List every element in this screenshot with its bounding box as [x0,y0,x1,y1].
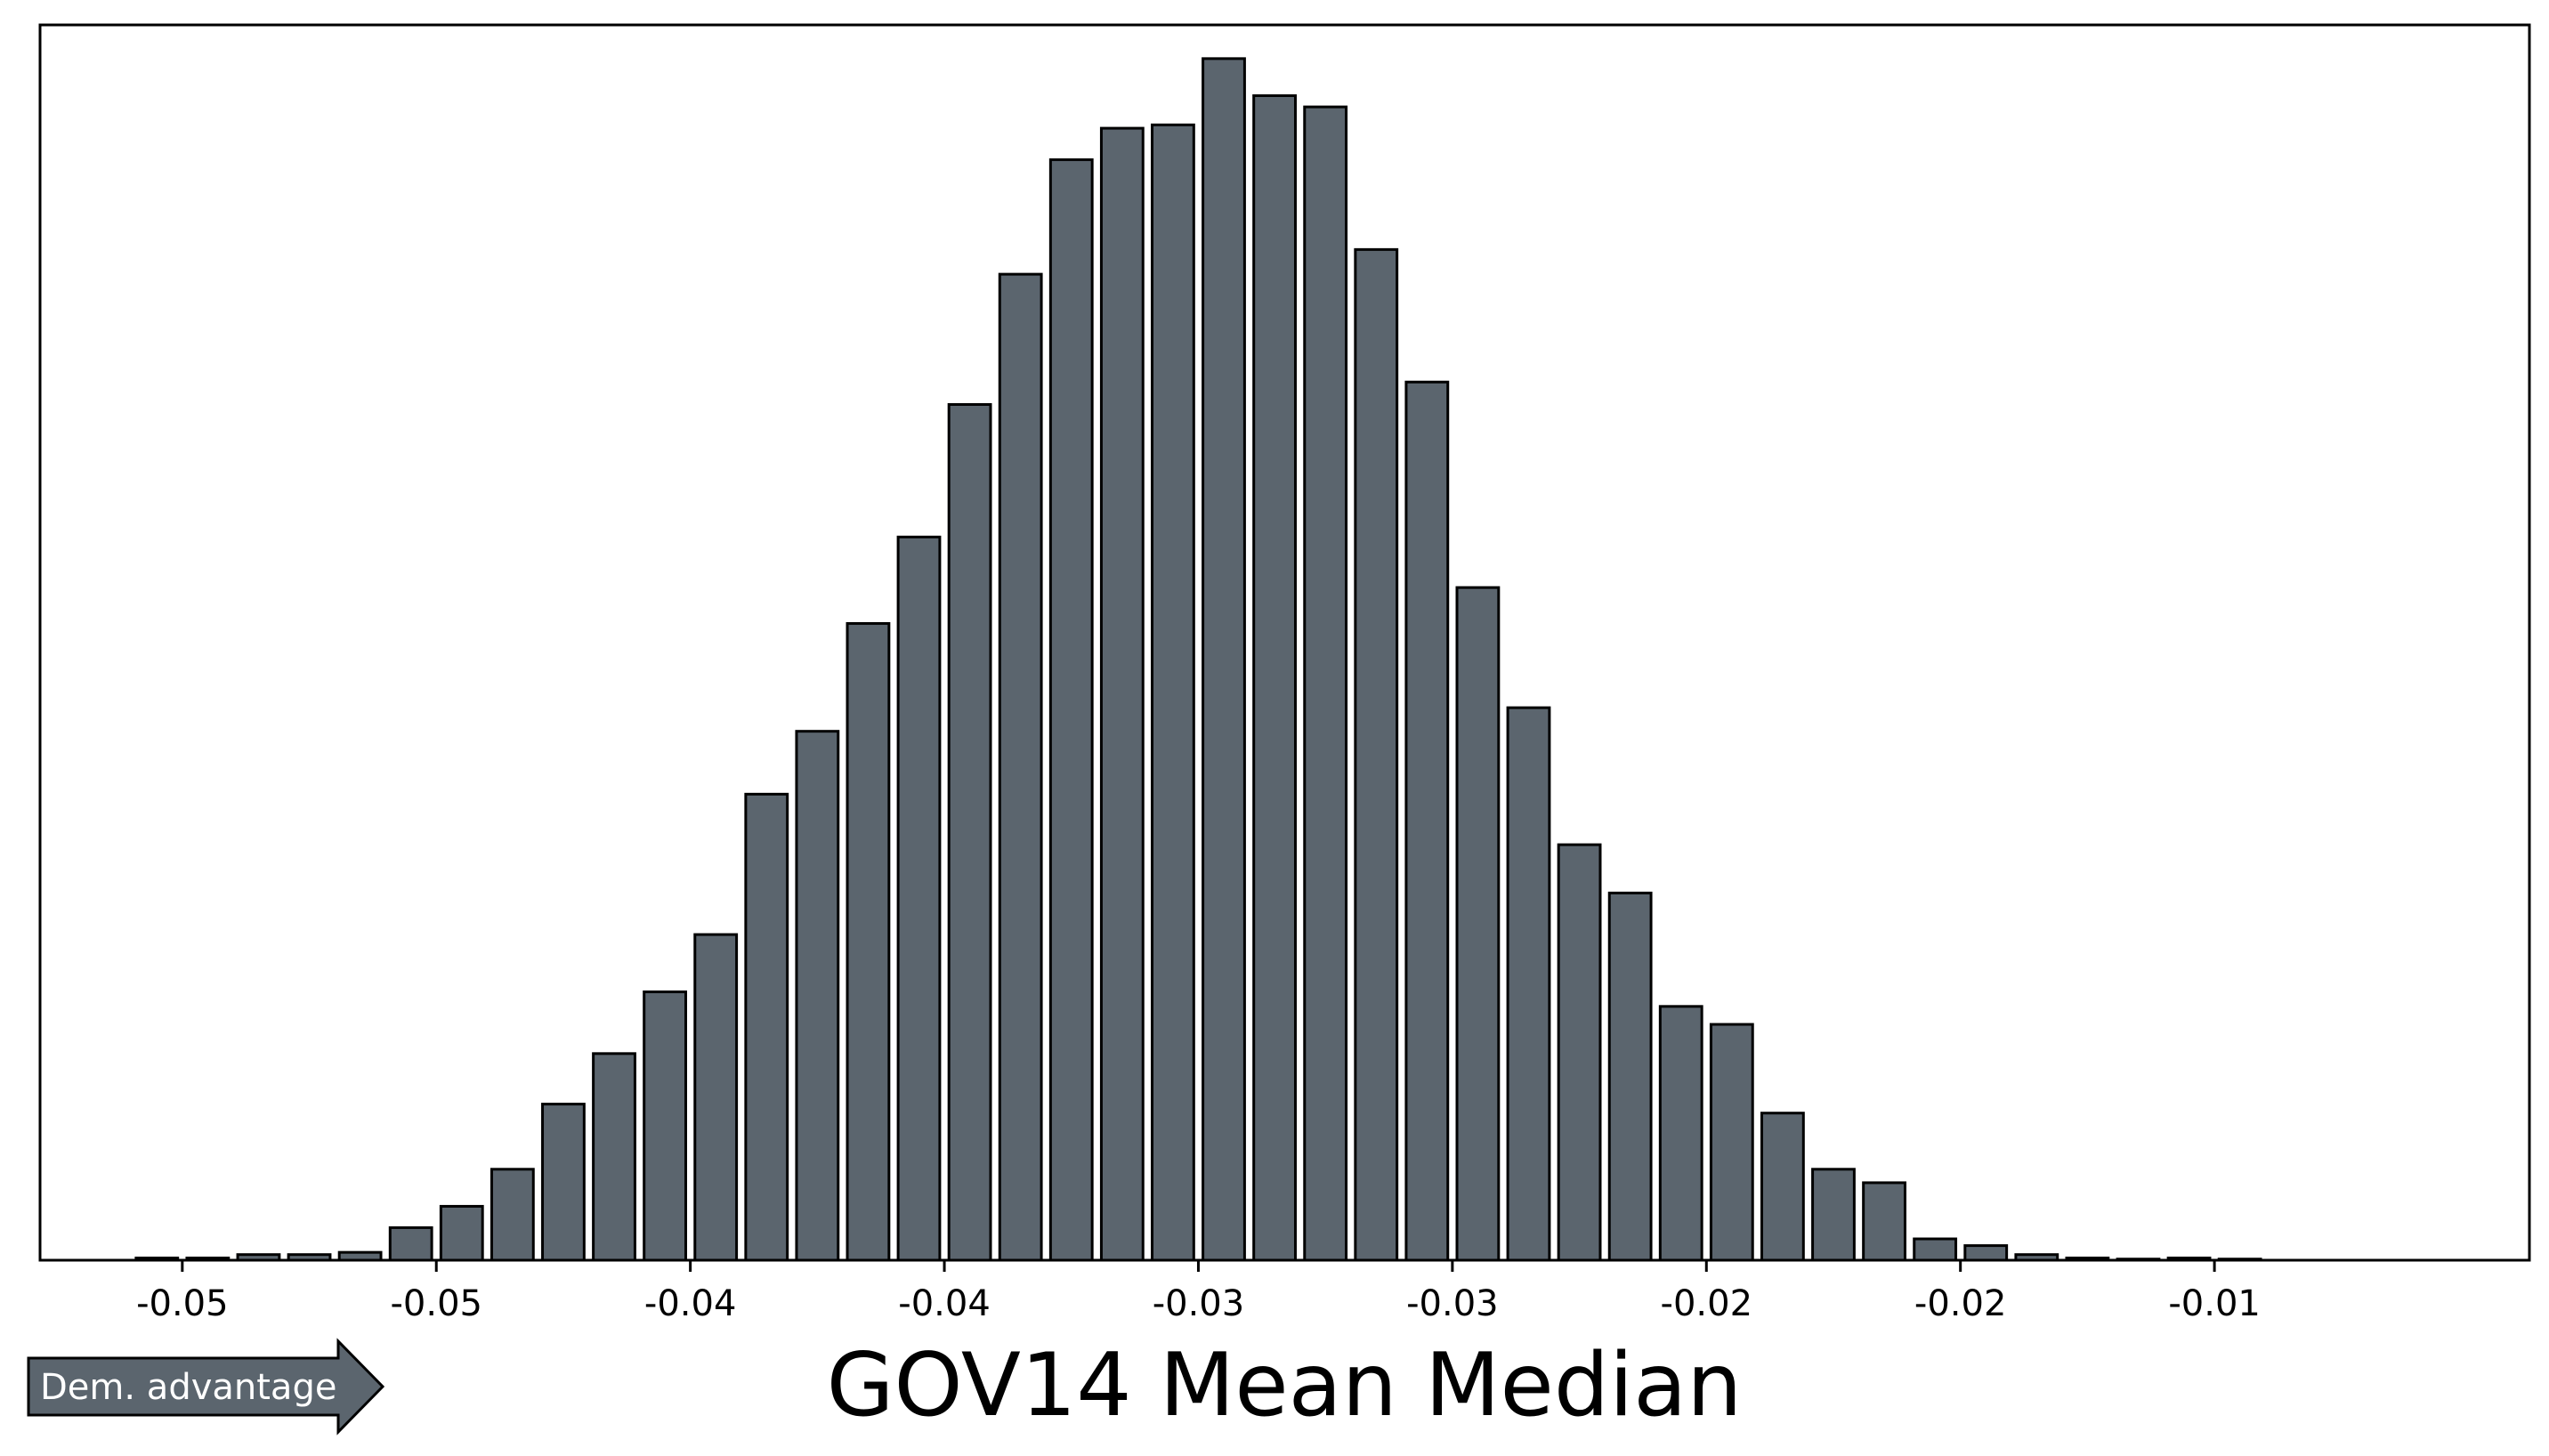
histogram-bar [1862,1181,1906,1262]
histogram-bar [1913,1237,1958,1262]
histogram-bar [490,1168,535,1262]
histogram-bar [1048,158,1094,1262]
histogram-bar [1607,891,1653,1262]
histogram-bar [388,1225,433,1262]
x-tick-label: -0.03 [1406,1283,1499,1324]
histogram-bar [1099,126,1145,1262]
histogram-bar [1760,1112,1805,1262]
plot-frame [38,23,2531,1262]
histogram-bar [1455,586,1501,1262]
histogram-bar [1557,843,1602,1262]
histogram-bar [1963,1244,2009,1262]
histogram-bar [795,730,840,1262]
x-tick-label: -0.05 [136,1283,229,1324]
histogram-bar [643,990,688,1262]
histogram-bar [1506,706,1551,1262]
dem-advantage-label: Dem. advantage [40,1367,336,1408]
x-tick-label: -0.01 [2168,1283,2261,1324]
histogram-bar [896,535,942,1262]
bars-group [134,57,2262,1262]
histogram-bar [439,1204,484,1262]
histogram-bar [541,1103,586,1262]
histogram-bar [1151,123,1195,1262]
dem-advantage-arrow: Dem. advantage [27,1338,385,1436]
histogram-bar [1354,247,1399,1262]
x-axis-label: GOV14 Mean Median [827,1335,1743,1436]
histogram-bar [1811,1168,1856,1262]
histogram-bar [744,792,789,1262]
x-tick-label: -0.03 [1153,1283,1245,1324]
histogram-bar [1404,380,1450,1262]
x-tick-label: -0.04 [644,1283,737,1324]
histogram-bar [693,933,739,1262]
x-tick-label: -0.02 [1914,1283,2007,1324]
x-tick-label: -0.02 [1661,1283,1753,1324]
x-axis-ticks: -0.05 -0.05 -0.04 -0.04 -0.03 -0.03 -0.02 -0.02… [136,1260,2261,1324]
x-tick-label: -0.04 [898,1283,991,1324]
histogram-bar [1202,57,1246,1262]
arrow-shape [27,1338,385,1436]
histogram-bar [592,1052,636,1262]
histogram-bar [1252,93,1297,1262]
histogram-bar [846,622,891,1262]
histogram-bar [947,402,992,1262]
histogram-bar [1658,1005,1703,1262]
histogram-bar [1303,105,1348,1262]
histogram-bar [1709,1023,1754,1262]
histogram-bar [998,272,1043,1262]
x-tick-label: -0.05 [390,1283,482,1324]
